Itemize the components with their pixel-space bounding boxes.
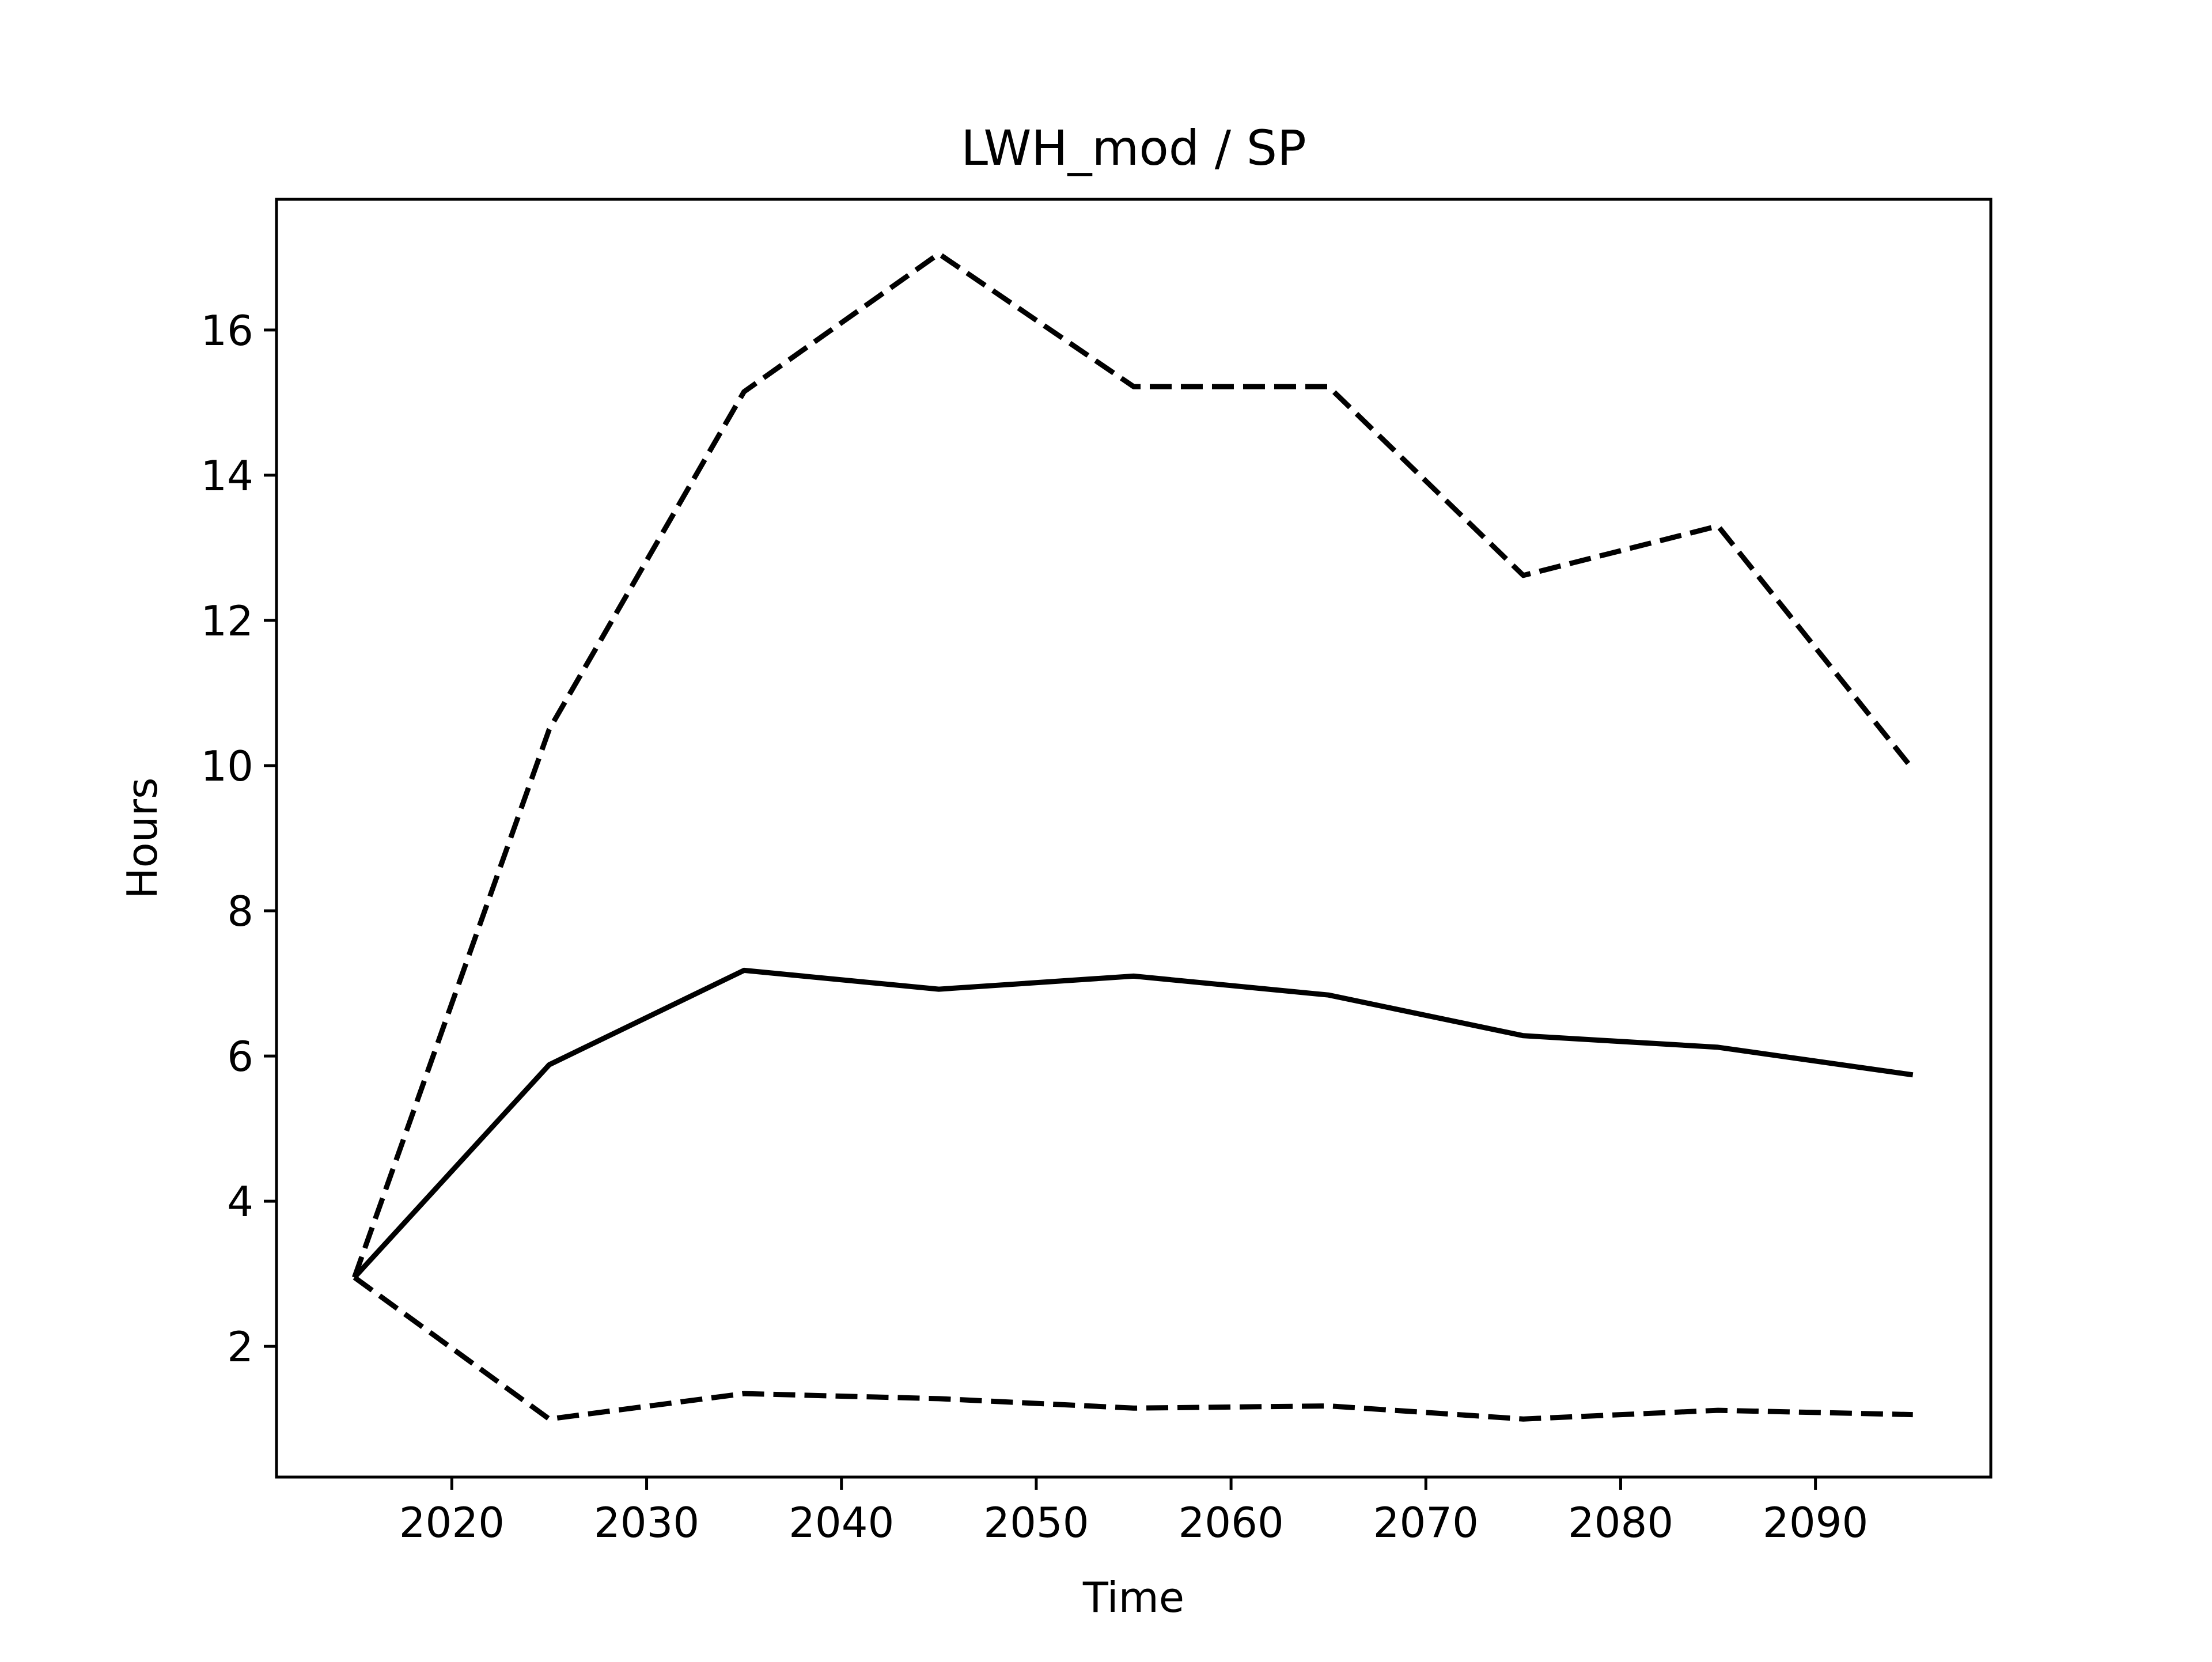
x-tick-label: 2040 — [789, 1498, 894, 1547]
y-tick-label: 4 — [227, 1178, 253, 1226]
y-tick-label: 10 — [200, 742, 253, 790]
plot-area-frame — [275, 198, 1993, 1479]
y-tick-label: 14 — [200, 452, 253, 500]
x-tick-label: 2020 — [399, 1498, 505, 1547]
x-tick-label: 2070 — [1373, 1498, 1479, 1547]
x-tick-label: 2090 — [1763, 1498, 1868, 1547]
series-line-3 — [353, 1275, 1913, 1422]
series-line-1 — [352, 251, 1915, 1278]
chart-title: LWH_mod / SP — [961, 120, 1306, 176]
y-tick-label: 2 — [227, 1323, 253, 1371]
x-tick-label: 2080 — [1568, 1498, 1673, 1547]
y-tick-label: 6 — [227, 1032, 253, 1081]
y-axis-label: Hours — [118, 778, 166, 899]
x-tick-label: 2030 — [594, 1498, 699, 1547]
series-line-2 — [352, 967, 1914, 1279]
x-tick-label: 2060 — [1178, 1498, 1283, 1547]
x-tick-label: 2050 — [983, 1498, 1089, 1547]
y-tick-label: 12 — [200, 597, 253, 645]
y-tick-label: 8 — [227, 887, 253, 936]
x-axis-label: Time — [1082, 1573, 1184, 1622]
y-tick-label: 16 — [200, 306, 253, 355]
